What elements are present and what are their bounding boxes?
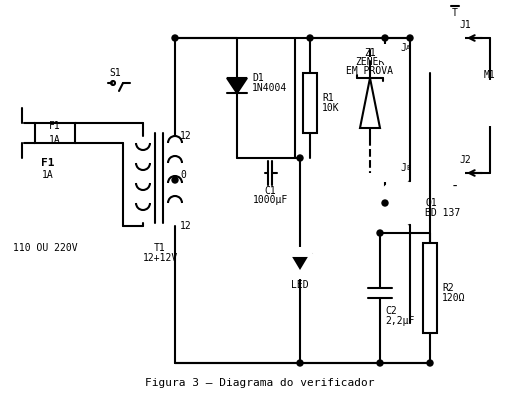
Text: T: T [452,8,458,18]
Text: 0: 0 [180,170,186,180]
Text: J: J [400,43,406,53]
Text: Q1: Q1 [425,198,437,208]
Text: ZENER: ZENER [355,57,385,67]
Circle shape [172,35,178,41]
Polygon shape [227,78,247,93]
Text: R2: R2 [442,283,454,293]
Text: A: A [406,45,410,51]
Circle shape [446,164,464,182]
Text: J: J [400,163,406,173]
Circle shape [378,181,422,225]
Text: R1: R1 [322,93,334,103]
Polygon shape [294,258,306,268]
Circle shape [382,35,388,41]
Text: C1: C1 [264,186,276,196]
Text: LED: LED [291,280,309,290]
Text: 2,2μF: 2,2μF [385,316,414,326]
Text: C2: C2 [385,306,397,316]
Circle shape [446,29,464,47]
Text: T1: T1 [154,243,166,253]
Text: 110 OU 220V: 110 OU 220V [12,243,77,253]
Circle shape [172,177,178,183]
Bar [35,123,75,143]
Text: 10K: 10K [322,103,340,113]
Text: J2: J2 [459,155,471,165]
Circle shape [407,35,413,41]
Circle shape [377,230,383,236]
Text: 120Ω: 120Ω [442,293,465,303]
Circle shape [285,248,315,278]
Text: 1A: 1A [42,170,54,180]
Circle shape [307,35,313,41]
Text: F1: F1 [41,158,55,168]
Text: ●: ● [383,50,387,56]
Text: 12: 12 [180,221,192,231]
Circle shape [297,360,303,366]
Text: Figura 3 – Diagrama do verificador: Figura 3 – Diagrama do verificador [145,378,375,388]
Text: 1A: 1A [49,135,61,145]
Text: S1: S1 [109,68,121,78]
Circle shape [377,165,393,181]
Text: D1: D1 [252,73,264,83]
Text: 12: 12 [180,131,192,141]
Circle shape [297,155,303,161]
Text: J1: J1 [459,20,471,30]
Circle shape [382,200,388,206]
Text: 12+12V: 12+12V [142,253,178,263]
Text: EM PROVA: EM PROVA [346,66,394,76]
Text: M1: M1 [484,70,496,80]
Text: BD 137: BD 137 [425,208,460,218]
Circle shape [468,81,512,125]
Bar [303,73,317,133]
Text: 1N4004: 1N4004 [252,83,287,93]
Text: -: - [451,180,459,194]
Text: Z1: Z1 [364,48,376,58]
Circle shape [377,45,393,61]
Text: 1000μF: 1000μF [252,195,288,205]
Circle shape [377,360,383,366]
Bar [423,243,437,333]
Text: F1: F1 [49,121,61,131]
Text: B: B [406,165,410,171]
Circle shape [427,360,433,366]
